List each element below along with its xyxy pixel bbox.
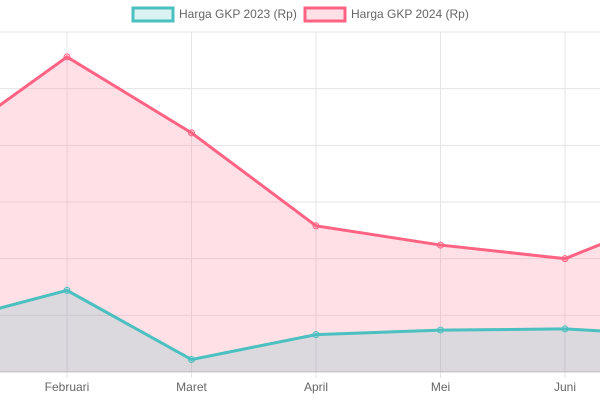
legend-swatch[interactable]	[131, 6, 175, 23]
point	[437, 241, 444, 249]
legend-label[interactable]: Harga GKP 2024 (Rp)	[351, 7, 469, 21]
point	[63, 286, 71, 294]
legend-swatch[interactable]	[303, 6, 347, 23]
x-tick-label: Februari	[45, 380, 90, 394]
point	[561, 325, 569, 333]
point	[437, 326, 444, 334]
point	[312, 331, 320, 339]
point	[561, 255, 569, 263]
grid: Februari Maret April Mei Juni	[0, 31, 600, 394]
legend: Harga GKP 2023 (Rp) Harga GKP 2024 (Rp)	[131, 6, 469, 23]
legend-label[interactable]: Harga GKP 2023 (Rp)	[179, 7, 297, 21]
point	[188, 356, 195, 364]
x-tick-label: Juni	[554, 380, 576, 394]
x-tick-label: Mei	[431, 380, 450, 394]
x-tick-label: April	[304, 380, 328, 394]
line	[0, 288, 600, 362]
line	[0, 55, 600, 261]
point	[188, 129, 195, 137]
point	[63, 53, 71, 61]
x-tick-label: Maret	[176, 380, 207, 394]
area	[0, 290, 600, 372]
plot-area	[0, 53, 600, 372]
point	[312, 222, 320, 230]
